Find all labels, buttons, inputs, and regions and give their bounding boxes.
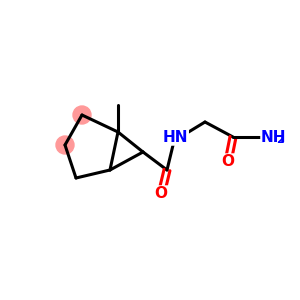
Text: O: O (221, 154, 235, 169)
Text: 2: 2 (276, 135, 284, 145)
Text: NH: NH (261, 130, 286, 145)
Text: HN: HN (162, 130, 188, 145)
Circle shape (73, 106, 91, 124)
Text: O: O (154, 187, 167, 202)
Circle shape (56, 136, 74, 154)
